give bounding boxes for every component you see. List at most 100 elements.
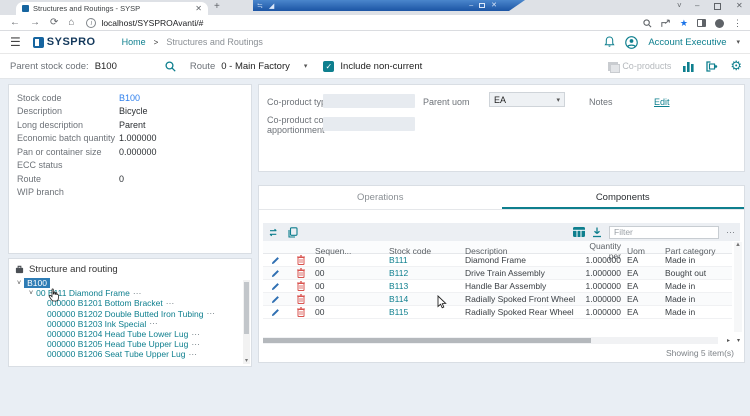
new-tab-button[interactable]: + <box>214 1 220 12</box>
route-caret-icon[interactable]: ▾ <box>303 63 308 70</box>
grid-vertical-scrollbar[interactable]: ▲ <box>734 242 742 332</box>
account-avatar-icon[interactable] <box>625 35 639 49</box>
home-icon[interactable]: ⌂ <box>68 17 75 28</box>
edit-row-button[interactable] <box>263 282 287 291</box>
tab-search-icon[interactable]: ˅ <box>677 1 682 10</box>
transfer-rows-icon[interactable] <box>269 228 280 237</box>
tree-leaf-label[interactable]: 000000 B1204 Head Tube Lower Lug <box>47 329 189 340</box>
delete-row-button[interactable] <box>287 268 315 278</box>
browser-profile-avatar[interactable] <box>715 18 724 28</box>
download-icon[interactable] <box>592 227 602 238</box>
tree-item-menu-icon[interactable]: ⋯ <box>188 348 198 359</box>
edit-row-button[interactable] <box>263 269 287 278</box>
site-info-icon[interactable]: i <box>86 17 97 28</box>
settings-gear-icon[interactable]: ⚙ <box>730 58 742 73</box>
exit-export-icon[interactable] <box>706 60 718 72</box>
col-stock-code[interactable]: Stock code <box>389 246 432 256</box>
tree-leaf-node[interactable]: 000000 B1202 Double Butted Iron Tubing ⋯ <box>17 308 251 319</box>
col-description[interactable]: Description <box>465 246 508 256</box>
window-close-icon[interactable]: ✕ <box>736 1 743 10</box>
col-uom[interactable]: Uom <box>627 246 645 256</box>
table-row[interactable]: 00 B114 Radially Spoked Front Wheel 1.00… <box>263 293 732 306</box>
tree-leaf-label[interactable]: 000000 B1206 Seat Tube Upper Lug <box>47 349 186 360</box>
tree-scrollbar-thumb[interactable] <box>244 282 249 334</box>
grid-horizontal-scrollbar[interactable] <box>263 337 718 344</box>
table-row[interactable]: 00 B113 Handle Bar Assembly 1.000000 EA … <box>263 280 732 293</box>
tree-item-menu-icon[interactable]: ⋯ <box>206 308 216 319</box>
tab-close-icon[interactable]: ✕ <box>195 4 202 13</box>
hamburger-menu-icon[interactable]: ☰ <box>10 35 21 49</box>
account-caret-icon[interactable]: ▾ <box>736 39 740 46</box>
tree-leaf-label[interactable]: 000000 B1202 Double Butted Iron Tubing <box>47 308 204 319</box>
copy-icon[interactable] <box>288 226 298 238</box>
tree-leaf-label[interactable]: 000000 B1203 Ink Special <box>47 318 147 329</box>
delete-row-button[interactable] <box>287 307 315 317</box>
cell-stock-code[interactable]: B114 <box>389 294 409 304</box>
tree-caret-icon[interactable]: ˅ <box>17 279 22 287</box>
chart-icon[interactable] <box>683 61 694 72</box>
share-icon[interactable] <box>661 19 671 28</box>
url-text[interactable]: localhost/SYSPROAvanti/# <box>101 17 204 28</box>
include-non-current-checkbox[interactable]: ✓ <box>323 60 335 72</box>
col-part-category[interactable]: Part category <box>665 246 716 256</box>
edit-row-button[interactable] <box>263 295 287 304</box>
cell-stock-code[interactable]: B113 <box>389 281 409 291</box>
col-sequence[interactable]: Sequen... <box>315 246 352 256</box>
tree-leaf-node[interactable]: 000000 B1206 Seat Tube Upper Lug ⋯ <box>17 348 251 360</box>
search-icon[interactable] <box>643 18 652 28</box>
window-maximize-icon[interactable] <box>714 3 721 12</box>
side-panel-icon[interactable] <box>697 19 706 27</box>
cell-stock-code[interactable]: B111 <box>389 255 408 265</box>
refresh-icon[interactable]: ⟳ <box>50 17 59 28</box>
grid-scroll-up-icon[interactable]: ▲ <box>735 242 741 248</box>
delete-row-button[interactable] <box>287 294 315 304</box>
account-name[interactable]: Account Executive <box>648 36 727 48</box>
edit-row-button[interactable] <box>263 256 287 265</box>
tree-child-node[interactable]: ˅ 00 B111 Diamond Frame ⋯ <box>17 287 251 299</box>
tree-leaf-node[interactable]: 000000 B1205 Head Tube Upper Lug ⋯ <box>17 338 251 350</box>
grid-more-icon[interactable]: ⋯ <box>726 226 736 237</box>
browser-tab[interactable]: Structures and Routings - SYSP ✕ <box>16 2 208 15</box>
tree-root-node[interactable]: ˅ B100 <box>17 278 251 289</box>
window-minimize-icon[interactable]: – <box>695 1 700 10</box>
column-options-icon[interactable] <box>573 227 585 237</box>
breadcrumb-home-link[interactable]: Home <box>121 37 146 47</box>
parent-stock-code-value[interactable]: B100 <box>94 60 117 72</box>
tree-scrollbar[interactable] <box>243 280 250 364</box>
grid-hscroll-thumb[interactable] <box>263 338 591 343</box>
tree-scroll-down-icon[interactable]: ▾ <box>244 358 248 364</box>
bookmark-star-icon[interactable]: ★ <box>679 17 688 28</box>
edit-row-button[interactable] <box>263 308 287 317</box>
tab-operations[interactable]: Operations <box>357 192 404 203</box>
tree-leaf-label[interactable]: 000000 B1205 Head Tube Upper Lug <box>47 339 189 350</box>
tree-root-selected[interactable]: B100 <box>24 278 50 289</box>
grid-scroll-right-icon[interactable]: ▸ <box>726 338 730 344</box>
tree-item-menu-icon[interactable]: ⋯ <box>191 338 201 349</box>
table-row[interactable]: 00 B111 Diamond Frame 1.000000 EA Made i… <box>263 254 732 267</box>
table-row[interactable]: 00 B115 Radially Spoked Rear Wheel 1.000… <box>263 306 732 319</box>
cell-stock-code[interactable]: B115 <box>389 307 409 317</box>
tree-leaf-node[interactable]: 000000 B1204 Head Tube Lower Lug ⋯ <box>17 328 251 340</box>
table-row[interactable]: 00 B112 Drive Train Assembly 1.000000 EA… <box>263 267 732 280</box>
tree-item-menu-icon[interactable]: ⋯ <box>149 318 159 329</box>
browser-menu-kebab-icon[interactable]: ⋮ <box>733 17 742 28</box>
parent-uom-select[interactable]: EA ▾ <box>489 92 565 107</box>
back-icon[interactable]: ← <box>10 17 20 28</box>
tree-leaf-node[interactable]: 000000 B1201 Bottom Bracket ⋯ <box>17 298 251 309</box>
tree-item-menu-icon[interactable]: ⋯ <box>191 328 201 339</box>
route-select-value[interactable]: 0 - Main Factory <box>221 60 290 72</box>
tree-caret-icon[interactable]: ˅ <box>29 289 34 297</box>
cell-stock-code[interactable]: B112 <box>389 268 409 278</box>
tree-child-label[interactable]: 00 B111 Diamond Frame <box>36 288 130 299</box>
tab-components[interactable]: Components <box>501 186 744 209</box>
tree-item-menu-icon[interactable]: ⋯ <box>132 287 143 298</box>
stock-code-link[interactable]: B100 <box>119 92 141 103</box>
grid-scroll-down-icon[interactable]: ▾ <box>736 338 740 344</box>
col-quantity-per[interactable]: Quantity per <box>589 241 621 261</box>
notifications-bell-icon[interactable] <box>604 36 615 48</box>
forward-icon[interactable]: → <box>30 17 40 28</box>
tree-leaf-node[interactable]: 000000 B1203 Ink Special ⋯ <box>17 318 251 329</box>
tree-leaf-label[interactable]: 000000 B1201 Bottom Bracket <box>47 298 163 309</box>
overlay-window-controls[interactable]: – ✕ <box>469 1 497 9</box>
notes-edit-link[interactable]: Edit <box>654 97 670 107</box>
